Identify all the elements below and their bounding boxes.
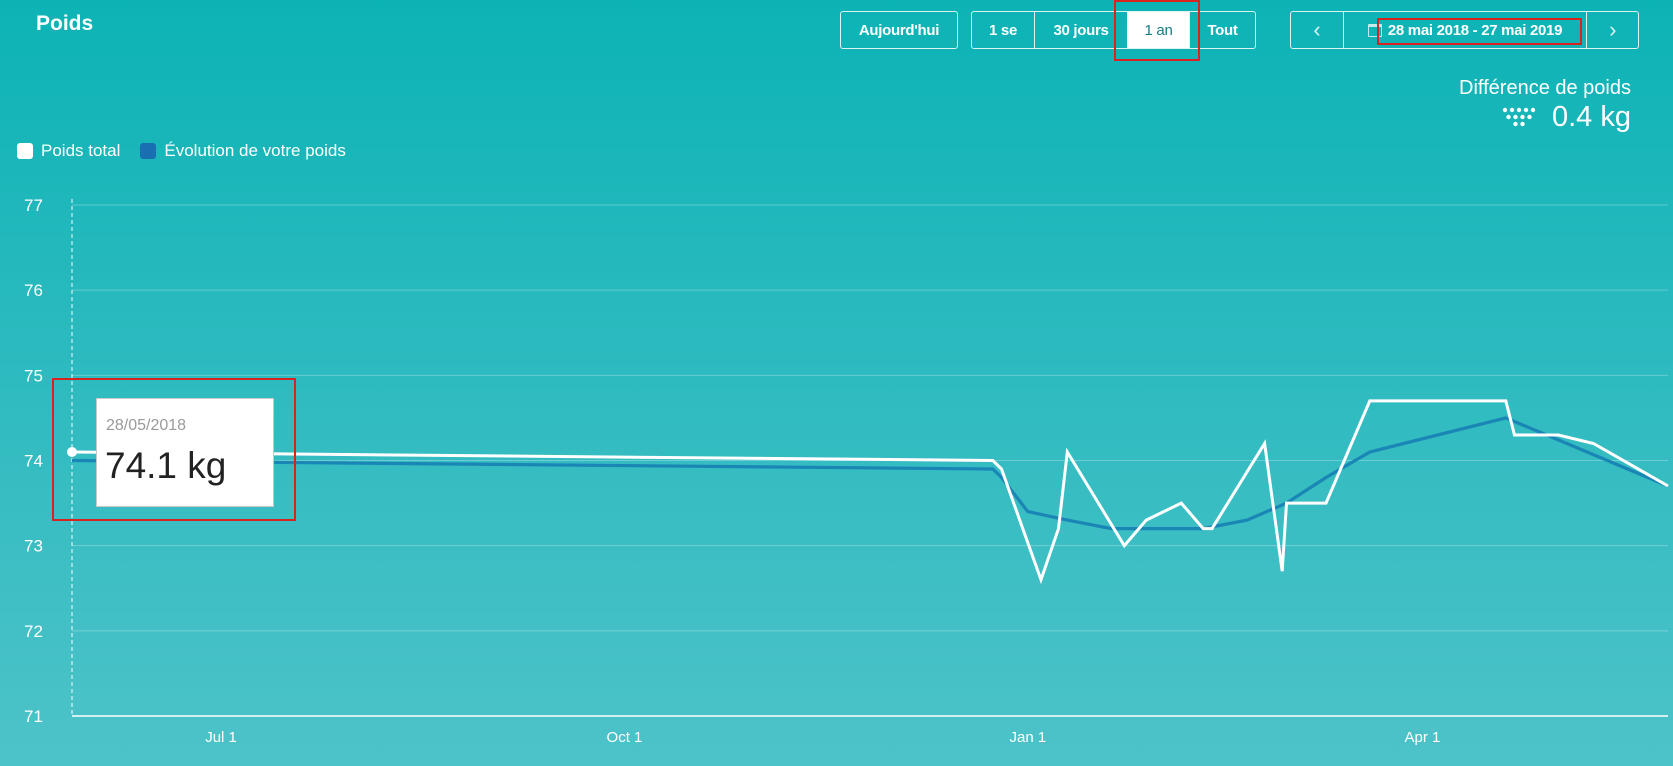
y-tick-label: 73 [24, 537, 43, 556]
period-30-days-button[interactable]: 30 jours [1034, 12, 1127, 48]
y-tick-label: 71 [24, 707, 43, 726]
weight-difference: 0.4 kg [1502, 101, 1631, 134]
period-1-week-button[interactable]: 1 se [989, 21, 1017, 39]
today-button[interactable]: Aujourd'hui [858, 21, 940, 39]
y-tick-label: 72 [24, 622, 43, 641]
legend-item-total[interactable]: Poids total [17, 141, 120, 161]
weight-difference-value: 0.4 kg [1552, 101, 1631, 133]
data-point-marker[interactable] [67, 446, 77, 457]
legend-label-total: Poids total [41, 141, 121, 160]
tooltip-value: 74.1 kg [105, 445, 227, 486]
y-tick-label: 74 [24, 452, 43, 471]
series-line-total [71, 399, 1669, 585]
chart-legend: Poids total Évolution de votre poids [17, 141, 366, 161]
weight-difference-label: Différence de poids [1459, 77, 1631, 99]
date-navigator: ‹ 28 mai 2018 - 27 mai 2019 › [1290, 11, 1639, 49]
series-line-trend [71, 416, 1669, 531]
legend-swatch-trend [140, 143, 157, 159]
legend-item-trend[interactable]: Évolution de votre poids [140, 141, 346, 161]
chevron-left-icon: ‹ [1313, 17, 1321, 42]
period-all-button[interactable]: Tout [1189, 12, 1255, 48]
next-range-button[interactable]: › [1586, 12, 1638, 48]
data-tooltip: 28/05/2018 74.1 kg [96, 398, 274, 507]
tooltip-date: 28/05/2018 [106, 417, 187, 434]
x-tick-label: Jul 1 [205, 729, 237, 746]
y-tick-label: 77 [24, 196, 43, 215]
today-button-group: Aujourd'hui [840, 11, 958, 49]
calendar-icon [1367, 23, 1382, 37]
date-range-display[interactable]: 28 mai 2018 - 27 mai 2019 [1342, 12, 1587, 48]
previous-range-button[interactable]: ‹ [1291, 12, 1343, 48]
chevron-right-icon: › [1609, 17, 1617, 42]
y-tick-label: 76 [24, 281, 43, 300]
x-tick-label: Oct 1 [607, 729, 643, 746]
period-selector: 1 se 30 jours 1 an Tout [971, 11, 1256, 49]
legend-label-trend: Évolution de votre poids [164, 141, 346, 160]
y-tick-label: 75 [24, 366, 43, 385]
scale-icon [1502, 107, 1536, 126]
date-range-label: 28 mai 2018 - 27 mai 2019 [1387, 21, 1563, 39]
x-tick-label: Apr 1 [1405, 729, 1441, 746]
page-title: Poids [36, 12, 94, 35]
legend-swatch-total [17, 143, 33, 159]
x-tick-label: Jan 1 [1009, 729, 1046, 746]
period-1-year-button[interactable]: 1 an [1127, 12, 1189, 48]
